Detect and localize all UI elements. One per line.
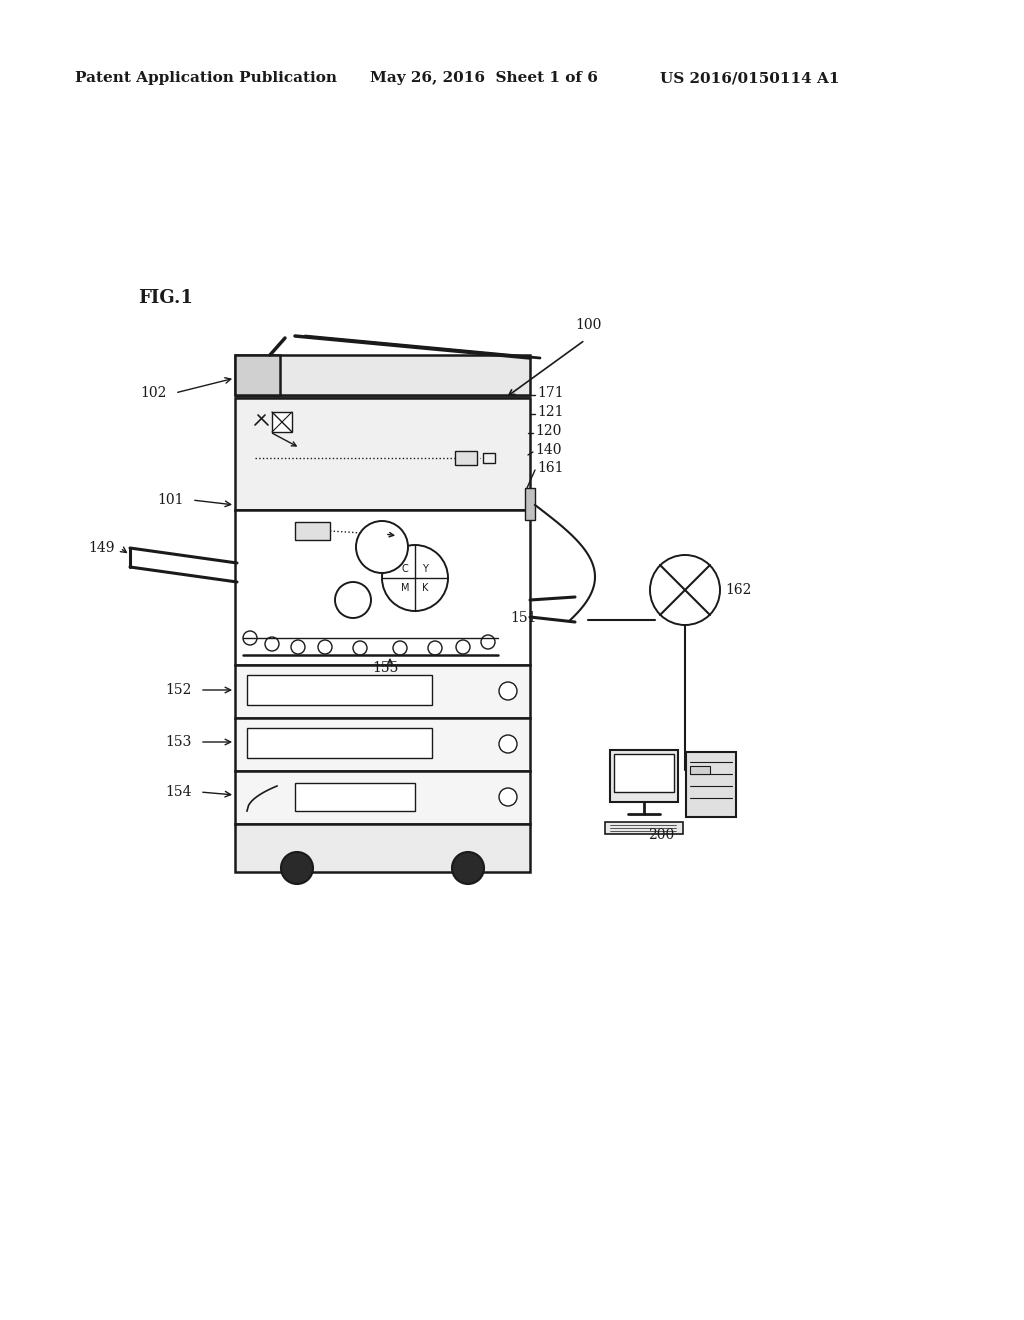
- Bar: [295, 783, 415, 810]
- Bar: [614, 754, 674, 792]
- Text: Patent Application Publication: Patent Application Publication: [75, 71, 337, 84]
- Bar: [234, 355, 280, 395]
- Text: 151: 151: [510, 611, 537, 624]
- Text: 101: 101: [157, 492, 183, 507]
- Bar: [234, 355, 530, 395]
- Text: 154: 154: [165, 785, 191, 799]
- Circle shape: [353, 642, 367, 655]
- Bar: [483, 453, 495, 463]
- Circle shape: [650, 554, 720, 624]
- Bar: [234, 771, 530, 824]
- Circle shape: [499, 682, 517, 700]
- Circle shape: [481, 635, 495, 649]
- Text: K: K: [422, 583, 428, 593]
- Text: 200: 200: [648, 828, 674, 842]
- Text: 149: 149: [88, 541, 115, 554]
- Text: 161: 161: [537, 461, 563, 475]
- Bar: [247, 729, 432, 758]
- Bar: [605, 822, 683, 834]
- Bar: [272, 412, 292, 432]
- Bar: [247, 675, 432, 705]
- Circle shape: [499, 735, 517, 752]
- Bar: [690, 766, 710, 774]
- Bar: [234, 824, 530, 873]
- Text: 152: 152: [165, 682, 191, 697]
- Circle shape: [291, 640, 305, 653]
- Text: 171: 171: [537, 385, 563, 400]
- Text: 155: 155: [372, 661, 398, 675]
- Bar: [234, 665, 530, 718]
- Text: May 26, 2016  Sheet 1 of 6: May 26, 2016 Sheet 1 of 6: [370, 71, 598, 84]
- Circle shape: [499, 788, 517, 807]
- Text: 100: 100: [575, 318, 601, 333]
- Text: M: M: [400, 583, 410, 593]
- Text: 121: 121: [537, 405, 563, 418]
- Bar: [455, 451, 477, 465]
- Text: 140: 140: [535, 444, 561, 457]
- Text: FIG.1: FIG.1: [138, 289, 193, 308]
- Bar: [686, 752, 736, 817]
- Text: Y: Y: [422, 564, 428, 574]
- Circle shape: [452, 851, 484, 884]
- Circle shape: [382, 545, 449, 611]
- Text: 102: 102: [140, 385, 166, 400]
- Bar: [610, 750, 678, 803]
- Bar: [234, 389, 530, 404]
- Bar: [234, 399, 530, 510]
- Bar: [234, 718, 530, 771]
- Circle shape: [281, 851, 313, 884]
- Circle shape: [335, 582, 371, 618]
- Circle shape: [318, 640, 332, 653]
- Bar: [525, 488, 535, 520]
- Circle shape: [393, 642, 407, 655]
- Text: 162: 162: [725, 583, 752, 597]
- Bar: [234, 510, 530, 665]
- Bar: [295, 521, 330, 540]
- Text: C: C: [401, 564, 409, 574]
- Circle shape: [428, 642, 442, 655]
- Circle shape: [356, 521, 408, 573]
- Circle shape: [265, 638, 279, 651]
- Text: 153: 153: [165, 735, 191, 748]
- Circle shape: [456, 640, 470, 653]
- Circle shape: [243, 631, 257, 645]
- Text: US 2016/0150114 A1: US 2016/0150114 A1: [660, 71, 840, 84]
- Text: 120: 120: [535, 424, 561, 438]
